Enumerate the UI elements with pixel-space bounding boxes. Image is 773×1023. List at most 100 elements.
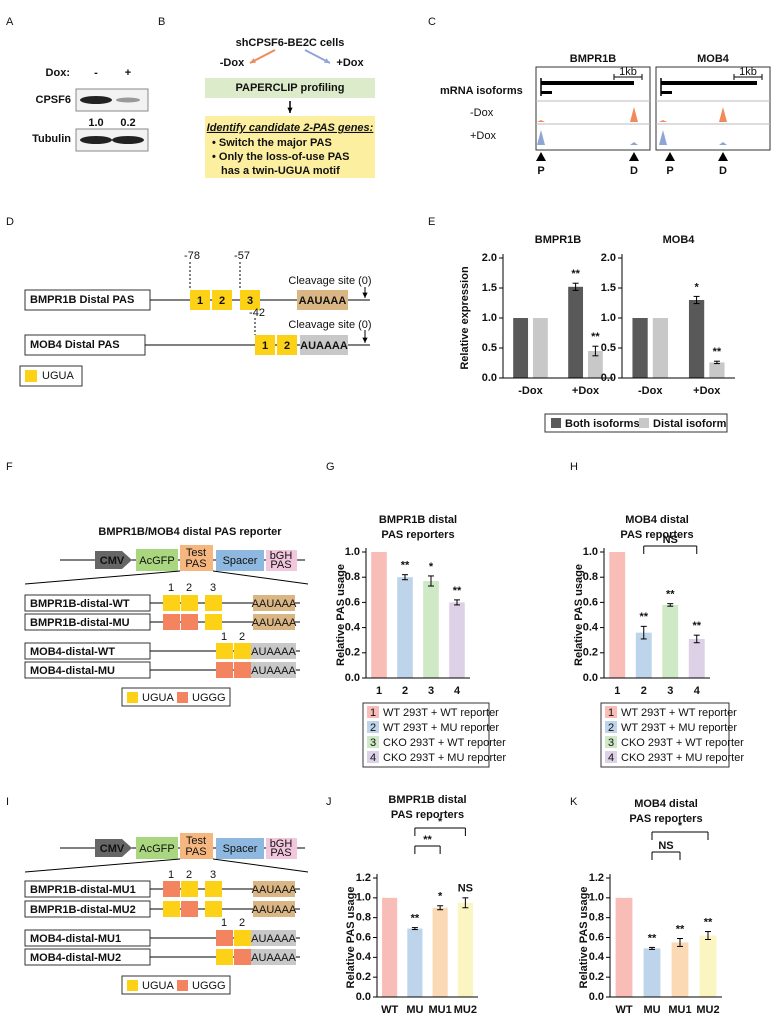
- construct-name: BMPR1B-distal-MU1: [30, 884, 136, 896]
- x-tick-label: 2: [402, 685, 408, 697]
- signal-label: AAUAAA: [252, 598, 297, 610]
- motif: [255, 335, 275, 355]
- y-tick-label: 0.4: [583, 622, 599, 634]
- motif-number: 2: [186, 869, 192, 881]
- legend-swatch: [605, 751, 617, 763]
- panel-label: E: [428, 216, 435, 228]
- motif: [216, 930, 233, 946]
- key-swatch: [127, 692, 138, 703]
- y-axis-label: Relative PAS usage: [345, 887, 357, 989]
- significance: **: [453, 585, 462, 597]
- peak: [630, 142, 638, 145]
- y-tick-label: 0.0: [482, 372, 497, 384]
- motif: [163, 595, 180, 611]
- legend-swatch: [367, 736, 379, 748]
- significance: **: [411, 912, 420, 924]
- y-tick-label: 0.2: [583, 647, 598, 659]
- motif-number: 1: [168, 869, 174, 881]
- lane-label: -: [94, 67, 98, 79]
- y-tick-label: 2.0: [482, 252, 497, 264]
- cleavage-label: Cleavage site (0): [288, 319, 371, 331]
- y-tick-label: 0.0: [356, 991, 371, 1003]
- legend-number: 1: [370, 707, 376, 719]
- key-box: [121, 975, 231, 995]
- chart-title: MOB4 distal: [634, 798, 698, 810]
- part: [216, 838, 264, 859]
- y-tick-label: 0.6: [345, 596, 360, 608]
- bar: [423, 580, 439, 678]
- motif: [234, 930, 251, 946]
- track-label: +Dox: [470, 130, 496, 142]
- panel-label: G: [326, 461, 335, 473]
- protein-label: Tubulin: [32, 133, 71, 145]
- legend-swatch: [367, 751, 379, 763]
- isoform: [541, 91, 552, 94]
- chart-title: PAS reporters: [391, 809, 464, 821]
- x-tick-label: MU: [643, 1004, 660, 1016]
- key-swatch: [177, 980, 188, 991]
- y-tick-label: 1.5: [601, 282, 616, 294]
- part: [136, 549, 178, 571]
- key-label: UGUA: [42, 370, 74, 382]
- legend-box: [544, 413, 728, 433]
- legend-label: CKO 293T + MU reporter: [621, 752, 744, 764]
- bar: [615, 897, 633, 997]
- peak: [719, 142, 727, 145]
- site-marker: [629, 152, 639, 161]
- y-tick-label: 0.0: [345, 672, 360, 684]
- y-tick-label: 0.8: [583, 571, 598, 583]
- y-tick-label: 0.8: [589, 912, 604, 924]
- significance: *: [438, 891, 443, 903]
- signal: [253, 614, 295, 630]
- band: [80, 96, 112, 104]
- bracket-label: NS: [658, 840, 673, 852]
- browser-box: [535, 66, 651, 151]
- part: [266, 838, 297, 859]
- construct-name: MOB4-distal-MU1: [30, 933, 121, 945]
- construct-name: MOB4-distal-WT: [30, 646, 115, 658]
- panel-label: F: [6, 461, 13, 473]
- panel-label: D: [6, 216, 14, 228]
- motif-number: 1: [168, 582, 174, 594]
- expansion: [24, 570, 181, 585]
- site-marker: [665, 152, 675, 161]
- key-swatch: [25, 370, 37, 382]
- signal: [300, 335, 348, 355]
- signal-label: AAUAAA: [252, 904, 297, 916]
- motif: [181, 881, 198, 897]
- motif: [181, 595, 198, 611]
- motif-number: 2: [239, 631, 245, 643]
- construct-name: BMPR1B-distal-WT: [30, 598, 130, 610]
- legend-label: WT 293T + WT reporter: [621, 707, 737, 719]
- arrow-head: [287, 107, 293, 113]
- motif: [163, 614, 180, 630]
- panel-label: H: [570, 461, 578, 473]
- legend-swatch: [551, 418, 561, 428]
- y-tick-label: 1.0: [345, 546, 360, 558]
- part-label: AcGFP: [139, 843, 174, 855]
- motif-number: 1: [197, 295, 203, 307]
- motif-number: 2: [239, 917, 245, 929]
- criteria: • Only the loss-of-use PAS: [212, 151, 350, 163]
- bar: [688, 638, 705, 678]
- legend-swatch: [605, 736, 617, 748]
- signal-label: AUAAAA: [251, 933, 296, 945]
- signal-label: AAUAAA: [252, 884, 297, 896]
- method-box: [205, 78, 375, 98]
- signal: [251, 643, 296, 659]
- protein-label: CPSF6: [36, 94, 71, 106]
- gene-title: MOB4: [697, 53, 730, 65]
- bracket-label: **: [423, 834, 432, 846]
- part-label: CMV: [100, 555, 125, 567]
- y-tick-label: 1.2: [356, 872, 371, 884]
- motif-number: 1: [221, 917, 227, 929]
- motif-number: 1: [262, 340, 268, 352]
- peak: [659, 130, 667, 145]
- significance: **: [676, 923, 685, 935]
- reporter-title: BMPR1B/MOB4 distal PAS reporter: [98, 526, 282, 538]
- motif-number: 3: [210, 582, 216, 594]
- x-tick-label: -Dox: [518, 385, 543, 397]
- criteria-box: [205, 116, 375, 178]
- bar: [609, 552, 626, 678]
- significance: **: [692, 620, 701, 632]
